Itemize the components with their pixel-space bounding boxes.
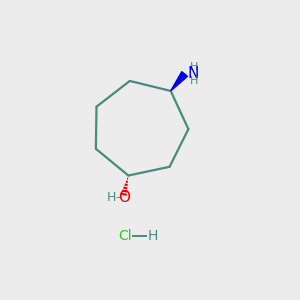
Text: Cl: Cl bbox=[118, 229, 132, 243]
Text: H: H bbox=[190, 61, 199, 72]
Text: -: - bbox=[116, 191, 120, 205]
Text: N: N bbox=[188, 67, 199, 82]
Text: H: H bbox=[147, 229, 158, 243]
Polygon shape bbox=[171, 72, 188, 91]
Text: H: H bbox=[107, 191, 116, 205]
Text: H: H bbox=[190, 76, 199, 86]
Text: O: O bbox=[118, 190, 130, 206]
